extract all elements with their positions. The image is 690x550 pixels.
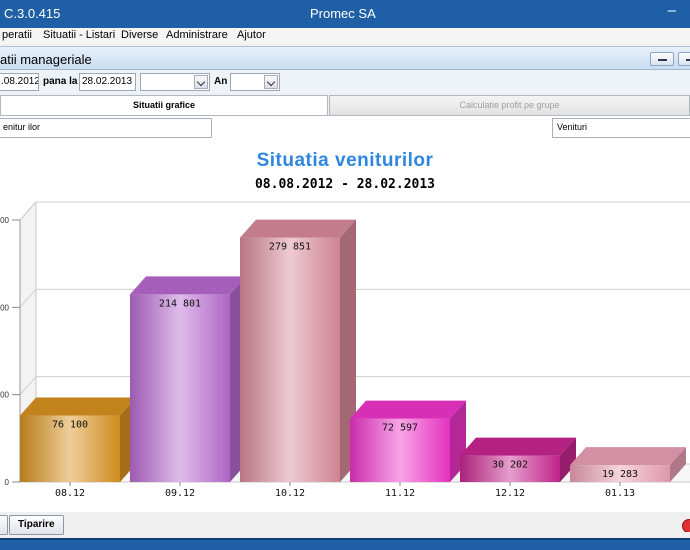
grid-line [19,289,37,308]
x-tick-label: 08.12 [55,488,85,499]
y-tick-label: 0 [5,478,10,487]
panel-title: atii manageriale [0,52,92,67]
bar-front [350,418,450,482]
tab-calculatie-profit[interactable]: Calculatie profit pe grupe [329,95,690,115]
bar-top [350,400,466,419]
bar-value-label: 76 100 [52,420,88,431]
measure-select[interactable]: Venituri [552,118,690,138]
grid-line [19,376,37,395]
bar-front [240,237,340,482]
tab-situatii-grafice[interactable]: Situatii grafice [0,95,328,115]
menu-item-diverse[interactable]: Diverse [121,29,159,41]
x-tick-label: 01.13 [605,488,635,499]
panel-header: atii manageriale [0,46,690,70]
bar-top [20,397,136,416]
x-tick-label: 09.12 [165,488,195,499]
minimize-button[interactable]: – [667,2,676,19]
x-tick-label: 12.12 [495,488,525,499]
bar-front [570,465,670,482]
chevron-down-icon[interactable] [194,75,208,89]
date-to-field[interactable]: 28.02.2013 [79,73,136,91]
bar-value-label: 72 597 [382,423,418,434]
window-title: Promec SA [310,6,376,21]
bar-value-label: 214 801 [159,298,201,309]
x-tick-label: 11.12 [385,488,415,499]
y-tick-label: 00 [0,216,9,225]
chart-title: Situatia veniturilor [256,150,434,171]
bar-front [130,294,230,482]
print-button[interactable]: Tiparire [9,515,64,535]
bar-side [560,437,576,482]
panel-restore-button[interactable] [678,52,690,66]
until-label: pana la [43,76,78,87]
report-select[interactable]: enitur ilor [0,118,212,138]
status-bar [0,538,690,550]
grid-line [19,201,37,221]
bar-front [460,455,560,482]
x-tick-label: 10.12 [275,488,305,499]
bar-top [570,447,686,466]
bar-value-label: 30 202 [492,460,528,471]
close-icon[interactable] [680,518,690,532]
bar-front [20,415,120,482]
bottom-bar: Tiparire [0,512,690,538]
date-from-field[interactable]: .08.2012 [0,73,39,91]
year-label: An [214,76,228,87]
title-bar: C.3.0.415 Promec SA – [0,0,690,28]
menu-item-administrare[interactable]: Administrare [166,29,228,41]
chart-subtitle: 08.08.2012 - 28.02.2013 [254,177,435,192]
bar-value-label: 19 283 [602,469,638,480]
period-select[interactable] [140,73,210,91]
y-tick-label: 00 [0,303,9,312]
year-select[interactable] [230,73,280,91]
menu-item-operatii[interactable]: peratii [2,29,32,41]
prev-button[interactable] [0,515,8,535]
bar-top [460,437,576,456]
menu-item-ajutor[interactable]: Ajutor [237,29,266,41]
bar-top [130,276,246,295]
menu-item-situatii-listari[interactable]: Situatii - Listari [43,29,116,41]
app-version: C.3.0.415 [4,6,61,21]
menu-bar: peratii Situatii - Listari Diverse Admin… [0,28,690,44]
bar-value-label: 279 851 [269,242,311,253]
panel-minimize-button[interactable] [650,52,674,66]
y-tick-label: 00 [0,391,9,400]
bar-side [670,447,686,482]
chevron-down-icon[interactable] [264,75,278,89]
bar-top [240,219,356,238]
filter-bar: .08.2012 pana la 28.02.2013 An [0,71,690,93]
